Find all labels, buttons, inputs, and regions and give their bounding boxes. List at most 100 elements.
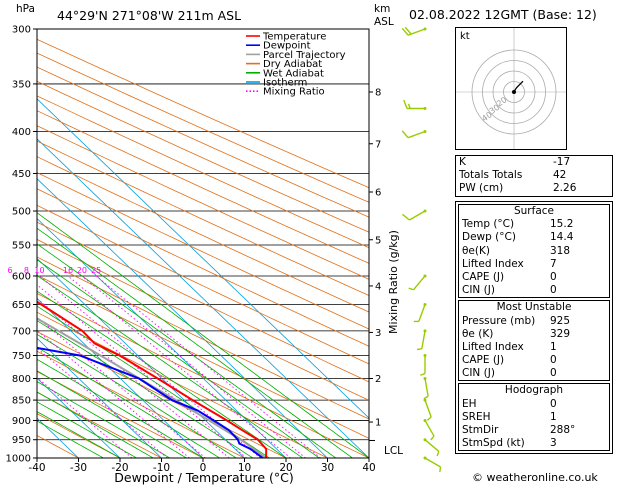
- pressure-tick-label: 300: [12, 25, 31, 36]
- index-value: 288°: [550, 424, 576, 436]
- wind-barb-staff: [424, 420, 435, 437]
- dry-adiabat-line: [37, 156, 369, 313]
- index-label: K: [459, 156, 466, 168]
- index-value: 318: [550, 244, 571, 257]
- index-label: PW (cm): [459, 182, 504, 195]
- index-label: Pressure (mb): [462, 314, 536, 327]
- temperature-tick-label: 20: [279, 462, 292, 474]
- dry-adiabat-line: [37, 172, 369, 330]
- mixing-ratio-line: [39, 275, 261, 458]
- wet-adiabat-line: [37, 275, 303, 458]
- index-label: CAPE (J): [462, 270, 505, 283]
- dry-adiabat-line: [37, 311, 328, 458]
- pressure-tick-label: 900: [12, 416, 31, 427]
- wet-adiabat-line: [37, 358, 204, 458]
- legend-label: Isotherm: [263, 78, 307, 89]
- wind-barb: [423, 418, 435, 441]
- index-row: θe(K) 318: [459, 245, 609, 258]
- wind-barb-point: [423, 27, 427, 31]
- hpa-label: hPa: [16, 3, 35, 15]
- wind-barb-staff: [424, 457, 441, 468]
- km-tick-label: 8: [375, 87, 381, 98]
- index-row: Lifted Index 7: [459, 258, 609, 271]
- index-label: θe(K): [462, 244, 490, 257]
- wind-barb-flag: [430, 435, 435, 441]
- index-row: StmSpd (kt) 3: [459, 437, 609, 450]
- dry-adiabat-line: [37, 95, 369, 249]
- dry-adiabat-line: [37, 391, 162, 458]
- indices-panel: K -17 Totals Totals 42 PW (cm) 2.26: [455, 155, 613, 197]
- wind-barb-flag: [416, 347, 423, 351]
- dry-adiabat-line: [37, 371, 204, 458]
- index-value: 0: [550, 354, 557, 367]
- wet-adiabat-line: [37, 320, 254, 458]
- wind-barb-flag: [407, 103, 411, 109]
- temperature-tick-label: -10: [153, 462, 170, 474]
- datetime-header: 02.08.2022 12GMT (Base: 12): [409, 7, 597, 22]
- dry-adiabat-line: [37, 293, 369, 458]
- legend-label: Dewpoint: [263, 41, 311, 52]
- mixing-ratio-line: [37, 297, 230, 458]
- km-tick-label: 2: [375, 374, 381, 385]
- pressure-tick-label: 400: [12, 127, 31, 138]
- x-axis-label: Dewpoint / Temperature (°C): [114, 470, 293, 485]
- isotherm-line: [37, 337, 162, 458]
- pressure-tick-label: 800: [12, 374, 31, 385]
- temperature-tick-label: -40: [28, 462, 45, 474]
- dry-adiabat-line: [37, 52, 369, 203]
- legend-label: Temperature: [262, 32, 326, 43]
- wind-barb-point: [423, 398, 427, 402]
- location-title: 44°29'N 271°08'W 211m ASL: [57, 8, 241, 23]
- dry-adiabat-line: [37, 204, 369, 365]
- wind-barb-flag: [401, 27, 409, 36]
- dry-adiabat-line: [37, 140, 369, 297]
- dewpoint-line: [37, 346, 264, 458]
- wind-barb-flag: [403, 99, 408, 109]
- wind-barb-staff: [409, 210, 426, 221]
- index-value: 0: [550, 284, 557, 297]
- wind-barb-point: [423, 418, 427, 422]
- index-label: CIN (J): [462, 367, 495, 380]
- hodograph-box: Hodograph EH 0 SREH 1 StmDir 288° StmSpd (kt) 3: [458, 383, 610, 452]
- index-label: Lifted Index: [462, 340, 524, 353]
- index-label: θe (K): [462, 327, 494, 340]
- wind-barb-flag: [404, 26, 412, 35]
- wet-adiabat-line: [37, 333, 237, 458]
- km-tick-label: 1: [375, 418, 381, 429]
- pressure-tick-label: 1000: [6, 454, 31, 465]
- wet-adiabat-line: [37, 227, 353, 458]
- wind-barb: [401, 26, 427, 36]
- dry-adiabat-line: [37, 256, 369, 420]
- wind-barb: [420, 353, 427, 376]
- index-value: 925: [550, 314, 571, 327]
- wind-barb: [423, 438, 440, 457]
- wind-barb-flag: [408, 287, 414, 291]
- pressure-tick-label: 950: [12, 435, 31, 446]
- index-value: -17: [553, 156, 571, 168]
- mixing-ratio-label: 16: [63, 266, 73, 275]
- isotherm-line: [37, 218, 287, 458]
- wind-barb: [423, 398, 432, 421]
- hodograph-panel: kt 20 30 40: [455, 27, 567, 150]
- hodograph-kt-label: kt: [460, 31, 470, 42]
- wet-adiabat-line: [37, 346, 220, 458]
- wet-adiabat-line: [37, 401, 137, 458]
- temperature-tick-label: -20: [111, 462, 128, 474]
- wind-barb-staff: [418, 304, 426, 322]
- mixing-ratio-line: [37, 316, 206, 458]
- wet-adiabat-line: [37, 290, 287, 458]
- index-value: 2.26: [553, 182, 577, 195]
- index-label: StmDir: [462, 424, 499, 436]
- surface-box: Surface Temp (°C) 15.2 Dewp (°C) 14.4 θe(K) 3…: [458, 204, 610, 299]
- index-label: Lifted Index: [462, 257, 524, 270]
- isotherm-line: [37, 297, 204, 458]
- wind-barb-point: [423, 303, 427, 307]
- wet-adiabat-line: [37, 381, 171, 458]
- surface-title: Surface: [513, 205, 554, 217]
- pressure-tick-label: 600: [12, 271, 31, 282]
- wind-barb: [416, 329, 427, 351]
- pressure-tick-label: 450: [12, 169, 31, 180]
- legend-label: Wet Adiabat: [263, 68, 324, 79]
- legend-label: Parcel Trajectory: [263, 50, 346, 61]
